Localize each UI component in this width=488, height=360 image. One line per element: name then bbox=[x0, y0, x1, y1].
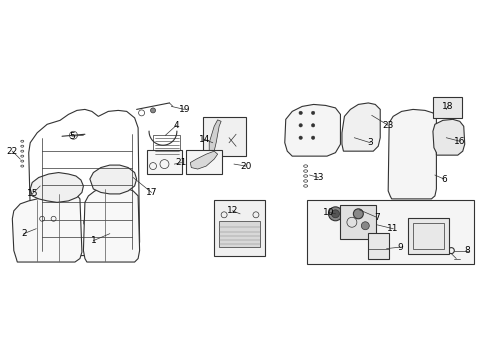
Text: 2: 2 bbox=[21, 229, 26, 238]
Bar bbox=[203, 117, 246, 156]
Text: 6: 6 bbox=[440, 175, 446, 184]
Bar bbox=[367, 233, 388, 258]
Text: 15: 15 bbox=[26, 189, 38, 198]
Polygon shape bbox=[209, 120, 221, 153]
Bar bbox=[186, 150, 222, 174]
Text: 11: 11 bbox=[386, 224, 398, 233]
Bar bbox=[340, 205, 375, 239]
Circle shape bbox=[150, 108, 155, 113]
Text: 14: 14 bbox=[198, 135, 209, 144]
Text: 7: 7 bbox=[373, 213, 379, 222]
Text: 8: 8 bbox=[464, 246, 469, 255]
Bar bbox=[219, 221, 260, 247]
Text: 5: 5 bbox=[69, 132, 75, 141]
Text: 16: 16 bbox=[453, 137, 465, 146]
Circle shape bbox=[328, 207, 342, 221]
Circle shape bbox=[311, 136, 314, 139]
Text: 22: 22 bbox=[7, 147, 18, 156]
Polygon shape bbox=[387, 109, 435, 199]
Text: 13: 13 bbox=[312, 173, 324, 182]
Bar bbox=[214, 200, 264, 256]
Circle shape bbox=[331, 210, 339, 218]
Polygon shape bbox=[12, 190, 82, 262]
Polygon shape bbox=[190, 151, 217, 169]
Polygon shape bbox=[83, 186, 139, 262]
Text: 4: 4 bbox=[173, 121, 179, 130]
Circle shape bbox=[298, 123, 302, 127]
Text: 23: 23 bbox=[382, 121, 393, 130]
Bar bbox=[146, 150, 182, 174]
Circle shape bbox=[311, 111, 314, 114]
Bar bbox=[407, 218, 448, 253]
Text: 10: 10 bbox=[322, 208, 334, 217]
Circle shape bbox=[298, 111, 302, 114]
Bar bbox=[306, 200, 473, 264]
Text: 17: 17 bbox=[145, 188, 157, 197]
Bar bbox=[153, 135, 180, 158]
Bar bbox=[412, 223, 443, 249]
Text: 9: 9 bbox=[396, 243, 402, 252]
Text: 18: 18 bbox=[441, 102, 453, 111]
Text: 3: 3 bbox=[366, 138, 372, 147]
Text: 12: 12 bbox=[226, 206, 238, 215]
Polygon shape bbox=[30, 172, 83, 202]
Polygon shape bbox=[284, 104, 340, 156]
Circle shape bbox=[361, 222, 368, 230]
Circle shape bbox=[353, 209, 363, 219]
Bar bbox=[432, 97, 461, 118]
Polygon shape bbox=[341, 103, 380, 151]
Text: 20: 20 bbox=[240, 162, 251, 171]
Circle shape bbox=[298, 136, 302, 139]
Polygon shape bbox=[90, 165, 136, 194]
Text: 19: 19 bbox=[178, 105, 190, 114]
Circle shape bbox=[311, 123, 314, 127]
Text: 21: 21 bbox=[175, 158, 187, 167]
Text: 1: 1 bbox=[90, 236, 96, 245]
Polygon shape bbox=[432, 120, 464, 155]
